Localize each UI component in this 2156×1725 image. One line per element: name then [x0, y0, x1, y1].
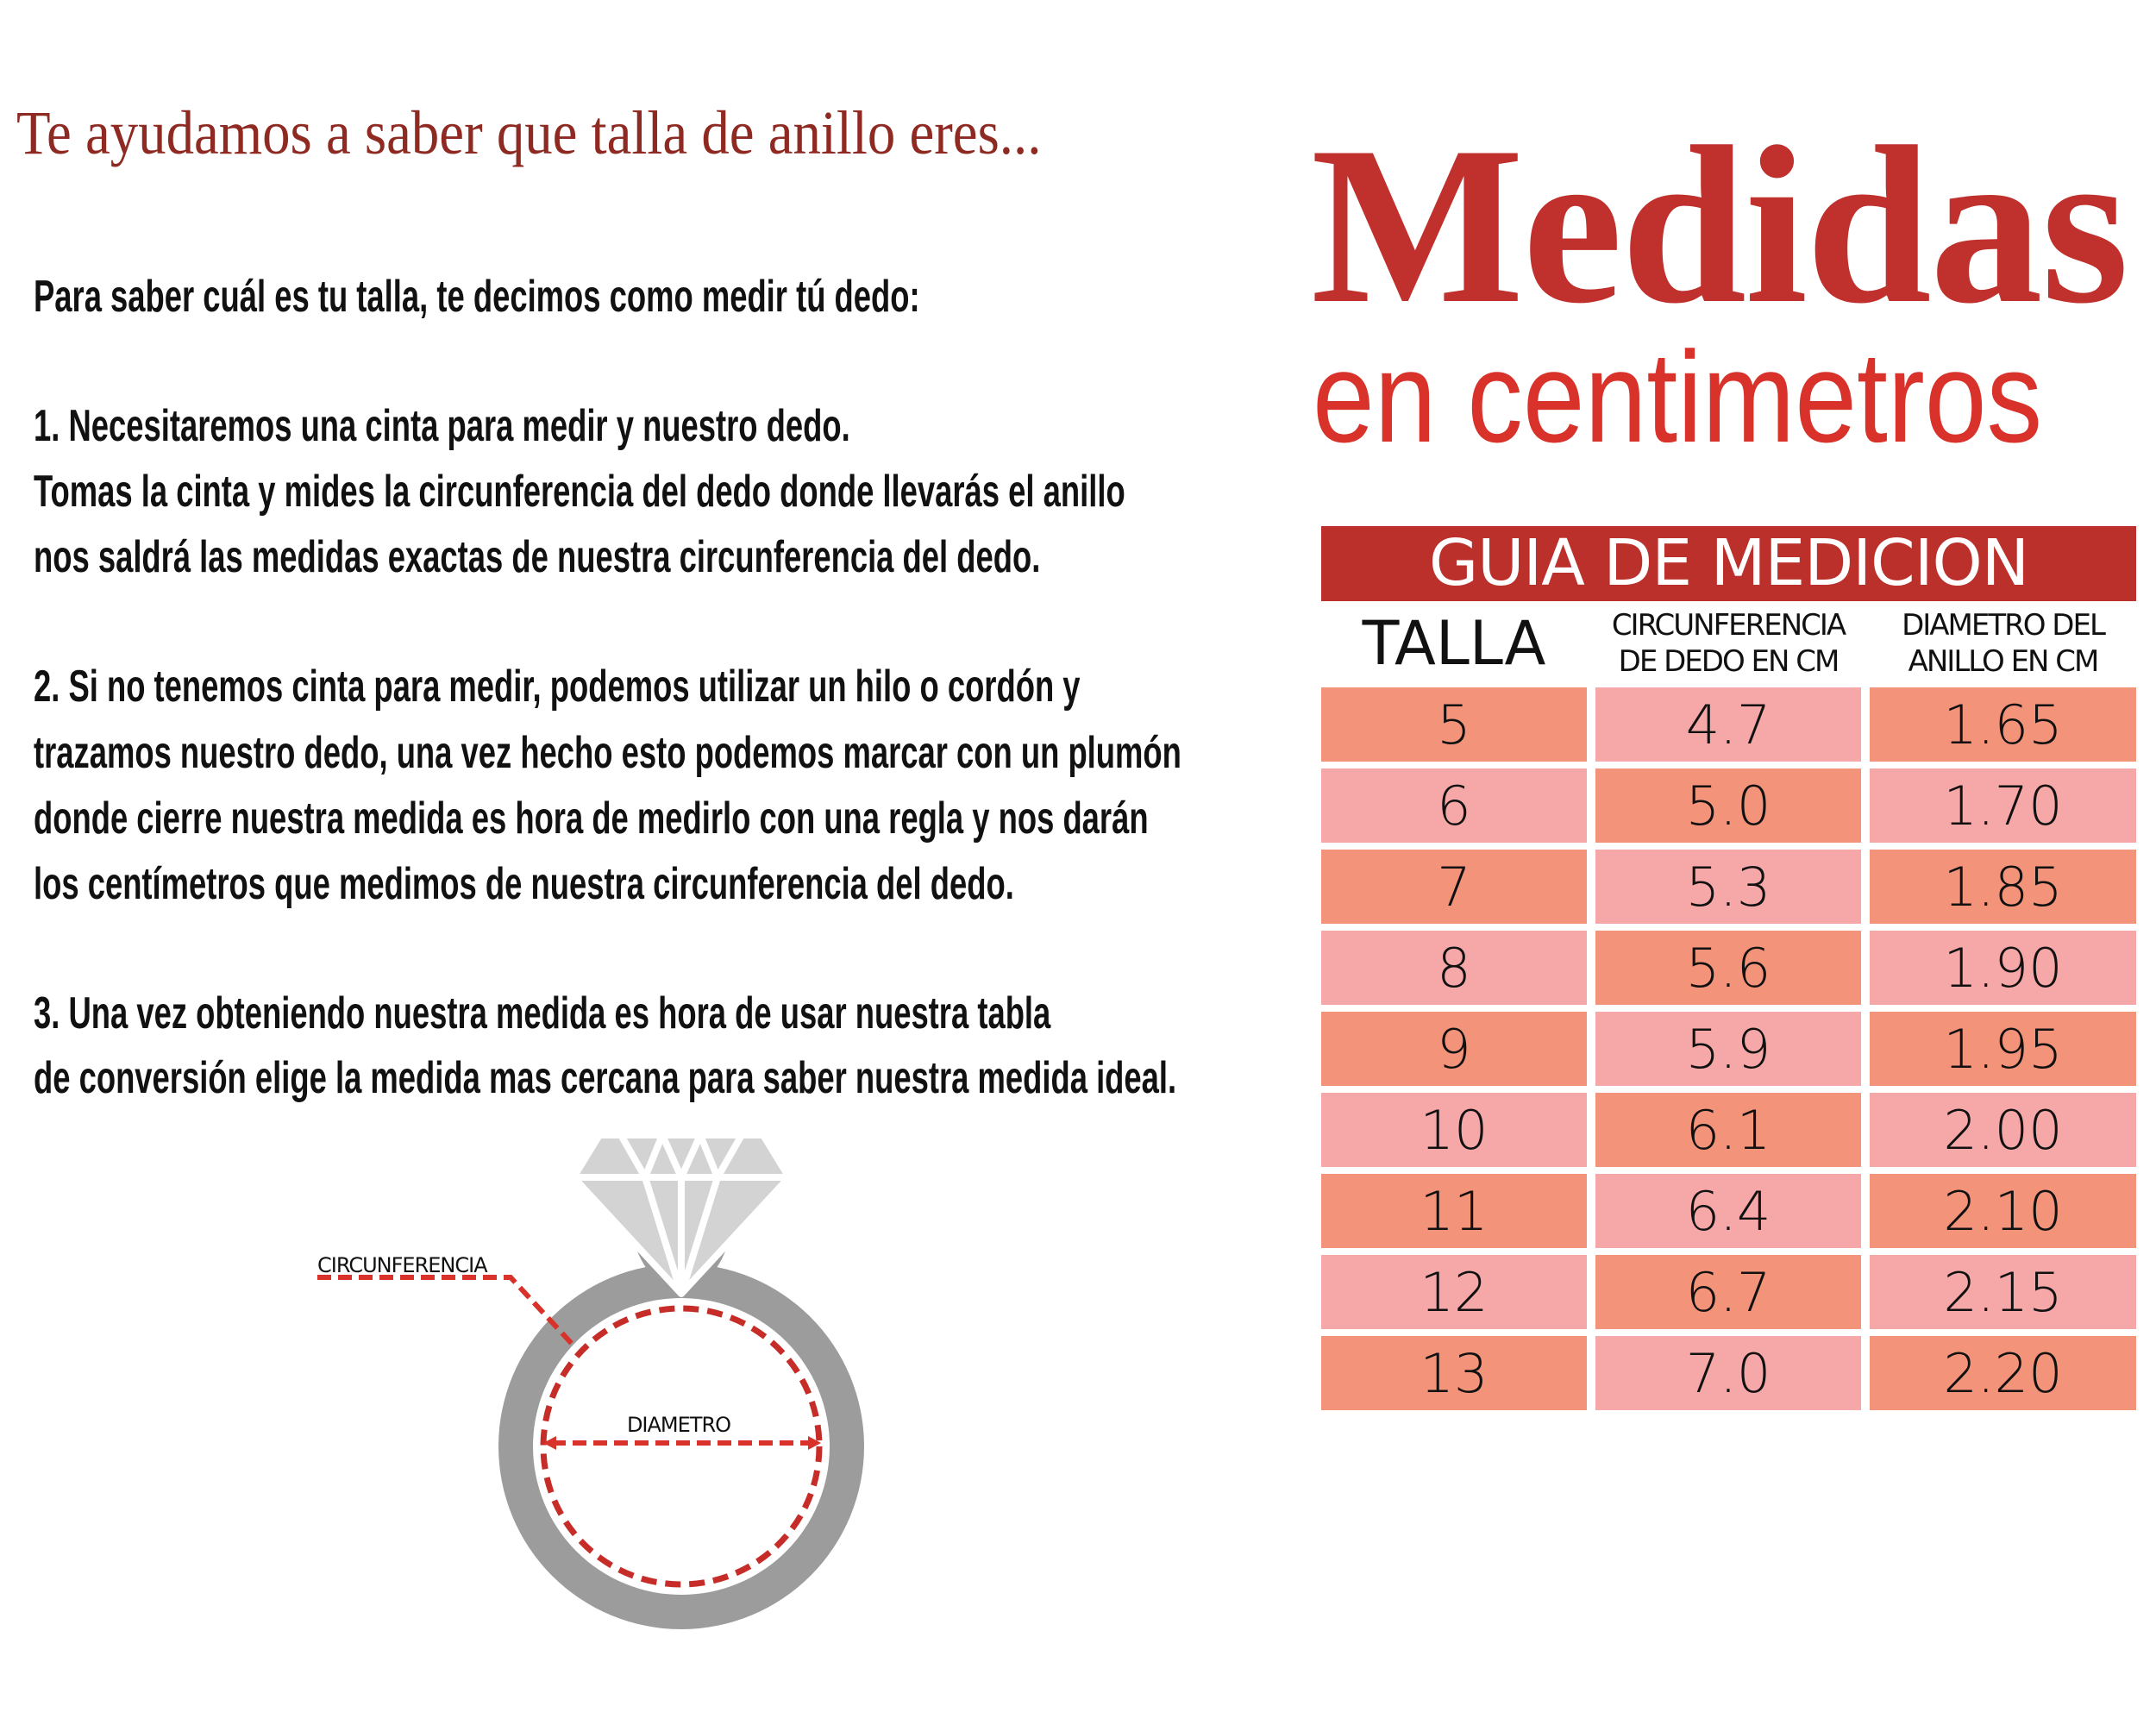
- cell-size: 6: [1321, 768, 1587, 843]
- cell-circumference: 5.3: [1595, 850, 1861, 924]
- diamond-icon: [570, 1132, 793, 1297]
- cell-circumference: 7.0: [1595, 1336, 1861, 1410]
- instructions-intro: Para saber cuál es tu talla, te decimos …: [34, 272, 920, 322]
- cell-size: 12: [1321, 1255, 1587, 1329]
- instruction-line: 2. Si no tenemos cinta para medir, podem…: [34, 662, 1081, 712]
- tagline: Te ayudamos a saber que talla de anillo …: [16, 98, 1042, 167]
- cell-diameter: 2.00: [1870, 1093, 2136, 1167]
- ring-icon: [498, 1242, 864, 1629]
- instruction-line: trazamos nuestro dedo, una vez hecho est…: [34, 728, 1181, 778]
- cell-diameter: 1.90: [1870, 931, 2136, 1005]
- cell-size: 9: [1321, 1012, 1587, 1086]
- arrow-left-icon: [543, 1436, 556, 1450]
- cell-circumference: 5.0: [1595, 768, 1861, 843]
- cell-circumference: 6.7: [1595, 1255, 1861, 1329]
- table-banner: GUIA DE MEDICION: [1321, 526, 2136, 601]
- header-text: DE DEDO EN CM: [1618, 644, 1840, 679]
- circumference-pointer: [317, 1275, 576, 1348]
- header-circumference: CIRCUNFERENCIA DE DEDO EN CM: [1591, 605, 1865, 681]
- page-title: Medidas: [1311, 100, 2129, 350]
- cell-size: 5: [1321, 687, 1587, 762]
- cell-circumference: 6.1: [1595, 1093, 1861, 1167]
- instruction-line: 1. Necesitaremos una cinta para medir y …: [34, 401, 850, 451]
- cell-size: 7: [1321, 850, 1587, 924]
- cell-diameter: 1.70: [1870, 768, 2136, 843]
- instruction-line: los centímetros que medimos de nuestra c…: [34, 859, 1014, 909]
- page-subtitle: en centimetros: [1313, 324, 2043, 469]
- arrow-right-icon: [808, 1436, 821, 1450]
- cell-size: 11: [1321, 1174, 1587, 1248]
- cell-size: 8: [1321, 931, 1587, 1005]
- cell-size: 13: [1321, 1336, 1587, 1410]
- cell-circumference: 6.4: [1595, 1174, 1861, 1248]
- cell-diameter: 2.10: [1870, 1174, 2136, 1248]
- header-diameter: DIAMETRO DEL ANILLO EN CM: [1870, 605, 2136, 681]
- header-text: DIAMETRO DEL: [1902, 608, 2106, 643]
- instruction-line: donde cierre nuestra medida es hora de m…: [34, 794, 1149, 844]
- cell-diameter: 1.95: [1870, 1012, 2136, 1086]
- header-text: ANILLO EN CM: [1908, 644, 2100, 679]
- header-text: CIRCUNFERENCIA: [1611, 608, 1846, 643]
- instruction-line: 3. Una vez obteniendo nuestra medida es …: [34, 988, 1051, 1038]
- cell-circumference: 5.9: [1595, 1012, 1861, 1086]
- header-size: TALLA: [1362, 608, 1546, 679]
- cell-diameter: 1.85: [1870, 850, 2136, 924]
- instruction-line: nos saldrá las medidas exactas de nuestr…: [34, 532, 1041, 582]
- cell-diameter: 2.20: [1870, 1336, 2136, 1410]
- cell-circumference: 4.7: [1595, 687, 1861, 762]
- cell-diameter: 2.15: [1870, 1255, 2136, 1329]
- cell-diameter: 1.65: [1870, 687, 2136, 762]
- cell-circumference: 5.6: [1595, 931, 1861, 1005]
- circumference-dashed-line: [540, 1305, 823, 1588]
- diameter-label: DIAMETRO: [627, 1413, 730, 1437]
- cell-size: 10: [1321, 1093, 1587, 1167]
- instruction-line: Tomas la cinta y mides la circunferencia…: [34, 467, 1125, 517]
- circumference-label: CIRCUNFERENCIA: [317, 1253, 488, 1277]
- instruction-line: de conversión elige la medida mas cercan…: [34, 1053, 1177, 1103]
